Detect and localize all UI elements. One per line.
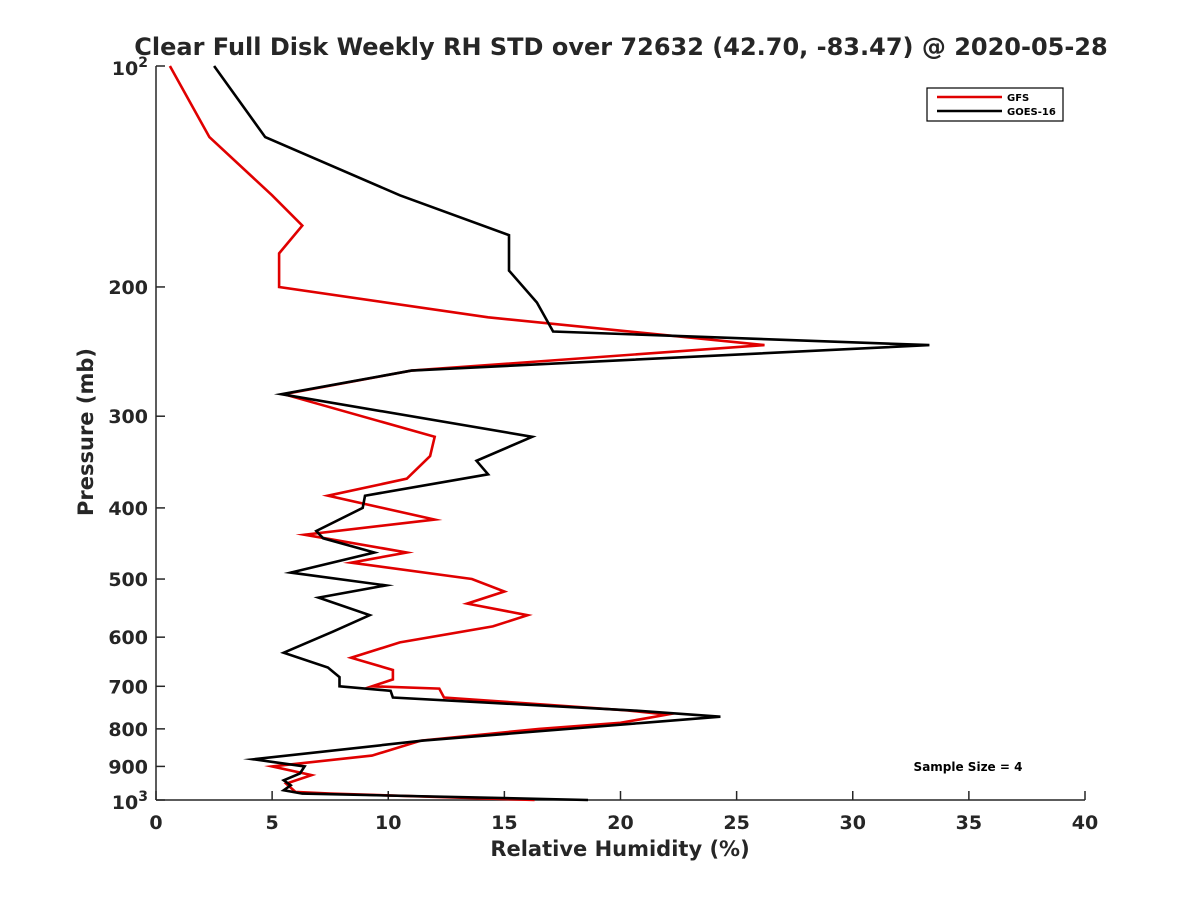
- y-tick-label: 500: [108, 569, 148, 591]
- y-tick-label: 400: [108, 498, 148, 520]
- x-tick-label: 40: [1072, 812, 1098, 834]
- chart-title: Clear Full Disk Weekly RH STD over 72632…: [134, 33, 1107, 61]
- y-tick-label: 800: [108, 719, 148, 741]
- x-tick-label: 10: [375, 812, 401, 834]
- sample-size-annotation: Sample Size = 4: [914, 760, 1023, 774]
- y-tick-label: 103: [112, 789, 148, 814]
- series-line-gfs: [168, 65, 765, 802]
- x-tick-label: 15: [491, 812, 517, 834]
- y-tick-label: 600: [108, 627, 148, 649]
- x-axis-label: Relative Humidity (%): [490, 837, 749, 861]
- y-tick-label: 102: [112, 55, 148, 80]
- y-tick-label: 200: [108, 277, 148, 299]
- legend-entry: GOES-16: [1007, 107, 1056, 118]
- legend-entry: GFS: [1007, 93, 1029, 104]
- y-tick-label: 700: [108, 676, 148, 698]
- y-tick-label: 900: [108, 756, 148, 778]
- x-tick-label: 30: [840, 812, 866, 834]
- legend: GFS GOES-16: [926, 87, 1064, 122]
- legend-box: [926, 87, 1064, 122]
- plot-area: 0 5 10 15 20 25 30 35 40 200 300 400 500 600 700 800 900…: [108, 55, 1098, 834]
- x-tick-label: 25: [723, 812, 749, 834]
- series-line-goes-16: [213, 65, 930, 802]
- x-tick-label: 20: [607, 812, 633, 834]
- x-tick-label: 0: [149, 812, 162, 834]
- x-tick-label: 5: [266, 812, 279, 834]
- x-tick-label: 35: [956, 812, 982, 834]
- y-tick-label: 300: [108, 406, 148, 428]
- y-axis-label: Pressure (mb): [74, 348, 98, 516]
